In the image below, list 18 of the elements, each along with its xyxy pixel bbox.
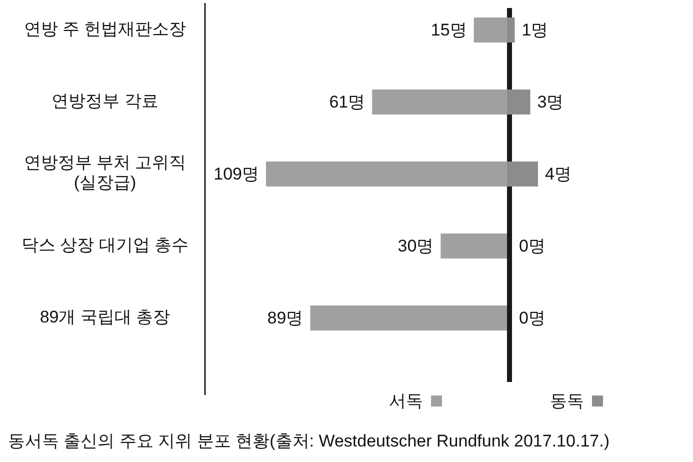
data-label: 61명 [329,92,366,112]
y-tick-label: 연방정부 각료 [52,91,158,110]
data-label: 0명 [519,308,546,328]
legend-label: 동독 [550,391,584,410]
data-label: 30명 [398,236,434,256]
data-label: 3명 [537,92,564,112]
data-label: 89명 [267,308,304,328]
data-label: 4명 [545,164,572,184]
y-tick-label: 닥스 상장 대기업 총수 [21,235,189,254]
data-label: 1명 [522,20,548,40]
caption: 동서독 출신의 주요 지위 분포 현황(출처: Westdeutscher Rundfunk 2017.10.17.) [8,431,610,450]
y-tick-label: 연방 주 헌법재판소장 [24,19,186,38]
data-label: 0명 [519,236,546,256]
data-label: 109명 [214,164,259,184]
data-label: 15명 [430,20,467,40]
legend-label: 서독 [389,391,423,410]
y-tick-label: 연방정부 부처 고위직 (실장급) [24,153,186,193]
y-tick-label: 89개 국립대 총장 [40,307,170,326]
